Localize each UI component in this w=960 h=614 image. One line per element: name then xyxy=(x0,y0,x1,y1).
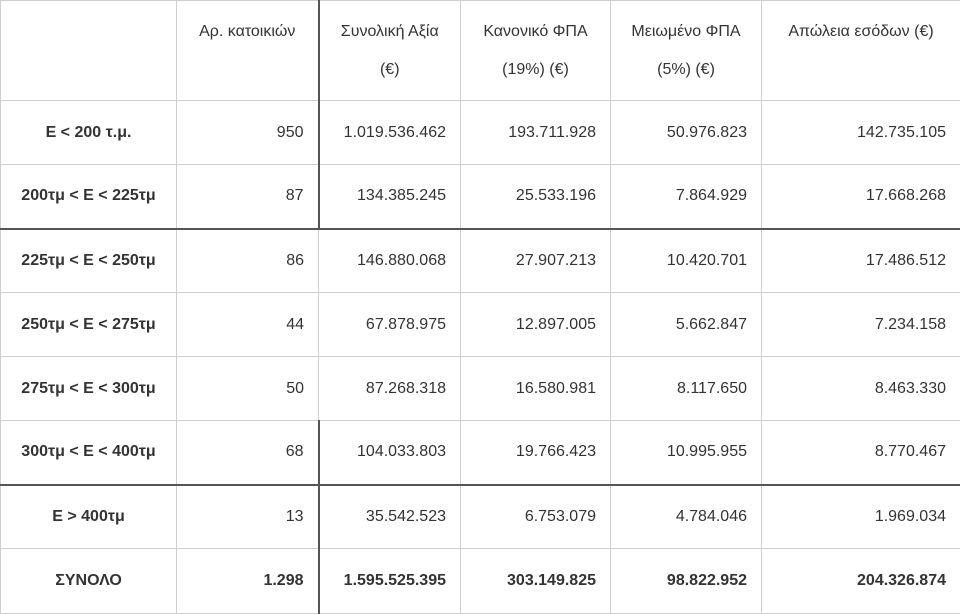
cell-households: 50 xyxy=(177,357,319,421)
cell-standard-vat: 12.897.005 xyxy=(461,293,611,357)
total-value: 1.595.525.395 xyxy=(319,549,461,614)
cell-revenue-loss: 7.234.158 xyxy=(762,293,960,357)
row-label: Ε < 200 τ.μ. xyxy=(1,101,177,165)
table-row: 275τμ < Ε < 300τμ 50 87.268.318 16.580.9… xyxy=(1,357,960,421)
cell-reduced-vat: 8.117.650 xyxy=(611,357,762,421)
cell-households: 68 xyxy=(177,421,319,485)
header-row: Αρ. κατοικιών Συνολική Αξία (€) Κανονικό… xyxy=(1,1,960,101)
cell-total-value: 104.033.803 xyxy=(319,421,461,485)
cell-total-value: 134.385.245 xyxy=(319,165,461,229)
cell-revenue-loss: 17.668.268 xyxy=(762,165,960,229)
row-label: Ε > 400τμ xyxy=(1,485,177,549)
cell-households: 87 xyxy=(177,165,319,229)
cell-revenue-loss: 1.969.034 xyxy=(762,485,960,549)
table-row: Ε < 200 τ.μ. 950 1.019.536.462 193.711.9… xyxy=(1,101,960,165)
row-label: 250τμ < Ε < 275τμ xyxy=(1,293,177,357)
table-row: 300τμ < Ε < 400τμ 68 104.033.803 19.766.… xyxy=(1,421,960,485)
cell-households: 86 xyxy=(177,229,319,293)
cell-total-value: 67.878.975 xyxy=(319,293,461,357)
total-revenue-loss: 204.326.874 xyxy=(762,549,960,614)
cell-revenue-loss: 17.486.512 xyxy=(762,229,960,293)
cell-reduced-vat: 5.662.847 xyxy=(611,293,762,357)
header-reduced-vat: Μειωμένο ΦΠΑ (5%) (€) xyxy=(611,1,762,101)
cell-households: 950 xyxy=(177,101,319,165)
header-households: Αρ. κατοικιών xyxy=(177,1,319,101)
cell-revenue-loss: 8.463.330 xyxy=(762,357,960,421)
total-row: ΣΥΝΟΛΟ 1.298 1.595.525.395 303.149.825 9… xyxy=(1,549,960,614)
cell-standard-vat: 6.753.079 xyxy=(461,485,611,549)
table-row: 200τμ < Ε < 225τμ 87 134.385.245 25.533.… xyxy=(1,165,960,229)
table-row: Ε > 400τμ 13 35.542.523 6.753.079 4.784.… xyxy=(1,485,960,549)
header-total-value: Συνολική Αξία (€) xyxy=(319,1,461,101)
cell-standard-vat: 193.711.928 xyxy=(461,101,611,165)
cell-reduced-vat: 4.784.046 xyxy=(611,485,762,549)
cell-reduced-vat: 50.976.823 xyxy=(611,101,762,165)
row-label: 275τμ < Ε < 300τμ xyxy=(1,357,177,421)
total-label: ΣΥΝΟΛΟ xyxy=(1,549,177,614)
table-row: 225τμ < Ε < 250τμ 86 146.880.068 27.907.… xyxy=(1,229,960,293)
row-label: 200τμ < Ε < 225τμ xyxy=(1,165,177,229)
cell-total-value: 1.019.536.462 xyxy=(319,101,461,165)
cell-standard-vat: 25.533.196 xyxy=(461,165,611,229)
cell-reduced-vat: 7.864.929 xyxy=(611,165,762,229)
header-revenue-loss: Απώλεια εσόδων (€) xyxy=(762,1,960,101)
cell-revenue-loss: 8.770.467 xyxy=(762,421,960,485)
cell-standard-vat: 27.907.213 xyxy=(461,229,611,293)
cell-standard-vat: 19.766.423 xyxy=(461,421,611,485)
row-label: 225τμ < Ε < 250τμ xyxy=(1,229,177,293)
table-row: 250τμ < Ε < 275τμ 44 67.878.975 12.897.0… xyxy=(1,293,960,357)
cell-total-value: 87.268.318 xyxy=(319,357,461,421)
cell-revenue-loss: 142.735.105 xyxy=(762,101,960,165)
total-reduced-vat: 98.822.952 xyxy=(611,549,762,614)
header-corner-cell xyxy=(1,1,177,101)
row-label: 300τμ < Ε < 400τμ xyxy=(1,421,177,485)
cell-total-value: 146.880.068 xyxy=(319,229,461,293)
total-standard-vat: 303.149.825 xyxy=(461,549,611,614)
cell-households: 13 xyxy=(177,485,319,549)
header-standard-vat: Κανονικό ΦΠΑ (19%) (€) xyxy=(461,1,611,101)
cell-reduced-vat: 10.420.701 xyxy=(611,229,762,293)
cell-total-value: 35.542.523 xyxy=(319,485,461,549)
cell-households: 44 xyxy=(177,293,319,357)
cell-standard-vat: 16.580.981 xyxy=(461,357,611,421)
total-households: 1.298 xyxy=(177,549,319,614)
cell-reduced-vat: 10.995.955 xyxy=(611,421,762,485)
